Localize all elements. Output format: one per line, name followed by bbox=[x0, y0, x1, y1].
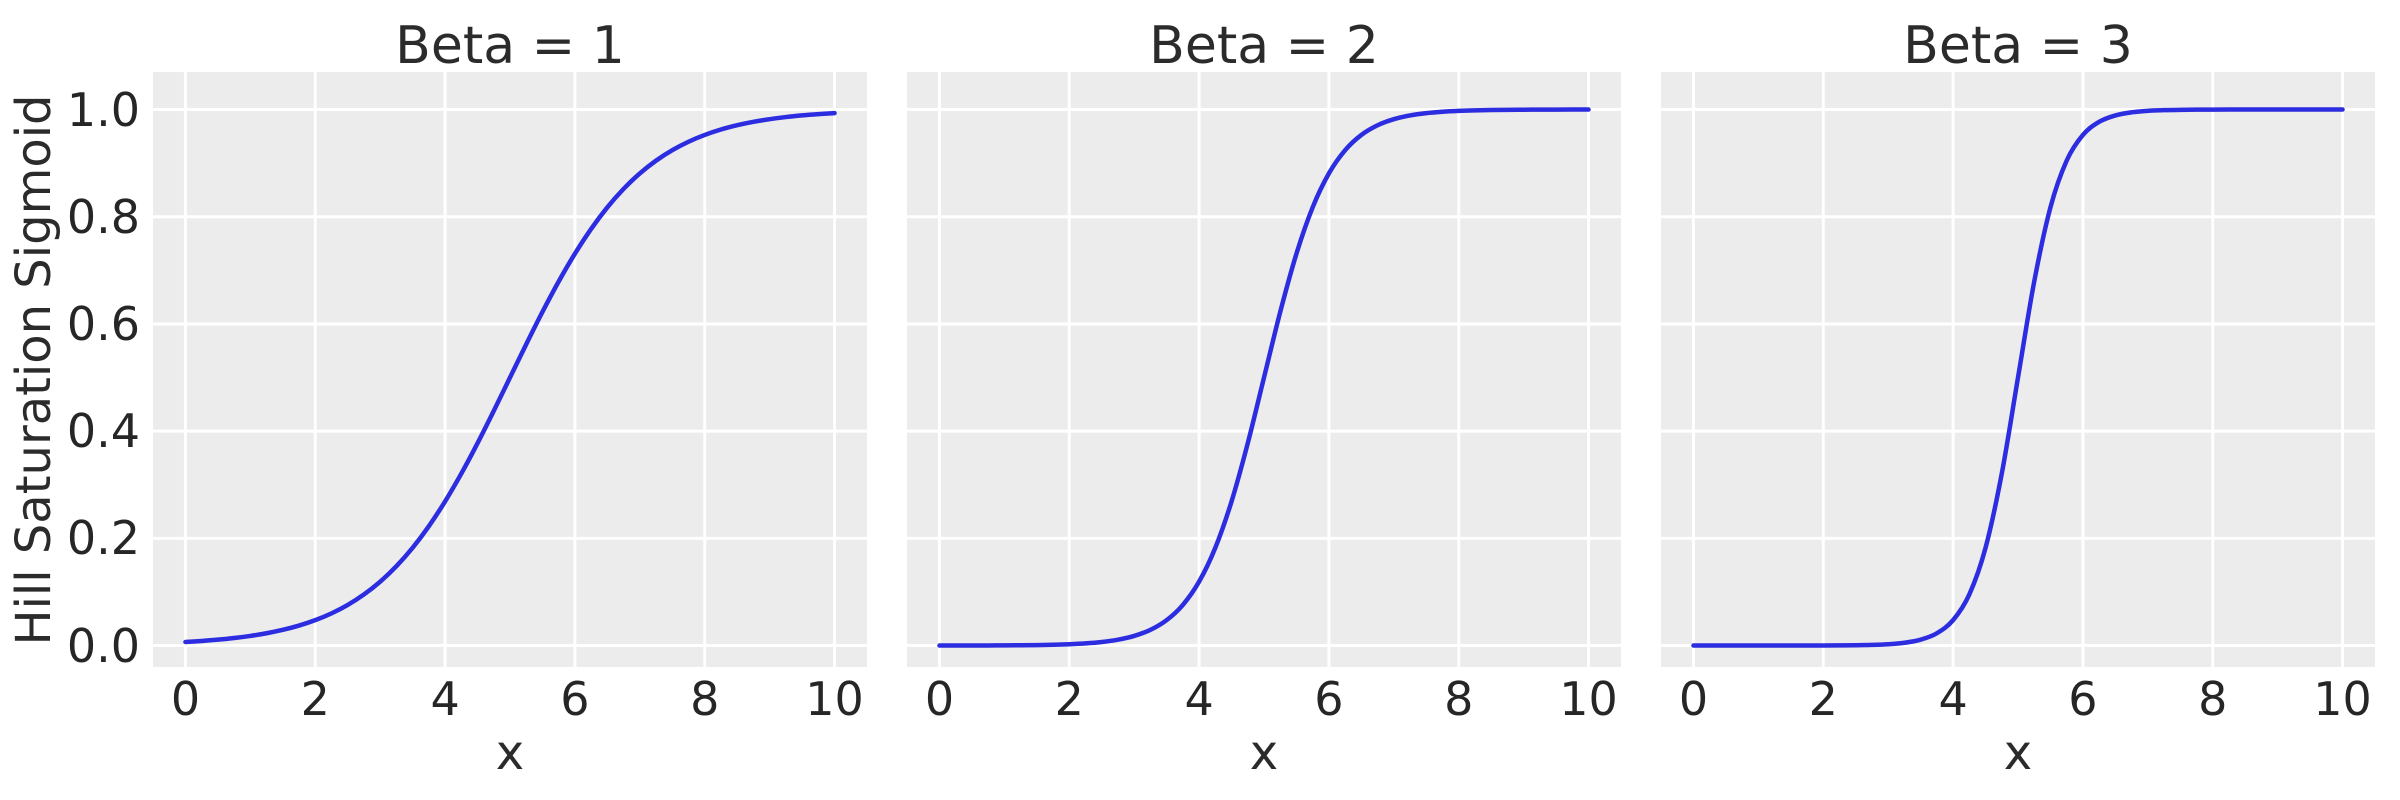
x-axis-label-3: x bbox=[2003, 725, 2033, 781]
y-tick-label: 0.2 bbox=[66, 511, 140, 566]
x-axis-label-1: x bbox=[495, 725, 525, 781]
x-tick-label: 10 bbox=[805, 672, 864, 726]
x-tick-label: 0 bbox=[1678, 672, 1709, 726]
subplot-2-title: Beta = 2 bbox=[1149, 16, 1379, 76]
x-tick-label: 4 bbox=[430, 672, 460, 726]
x-tick-label: 6 bbox=[1314, 672, 1344, 726]
plot-area-3 bbox=[1661, 72, 2375, 667]
x-tick-label: 10 bbox=[1559, 672, 1618, 726]
x-tick-labels-1: 0 2 4 6 8 10 bbox=[153, 675, 867, 723]
x-tick-label: 8 bbox=[690, 672, 720, 726]
sigmoid-curve bbox=[937, 107, 1591, 648]
subplot-1-title: Beta = 1 bbox=[395, 16, 625, 76]
plot-svg-3 bbox=[1661, 72, 2375, 667]
plot-svg-2 bbox=[907, 72, 1621, 667]
x-tick-labels-2: 0 2 4 6 8 10 bbox=[907, 675, 1621, 723]
plot-svg-1 bbox=[153, 72, 867, 667]
y-tick-label: 0.4 bbox=[66, 404, 140, 459]
x-axis-label-2: x bbox=[1249, 725, 1279, 781]
plot-area-2 bbox=[907, 72, 1621, 667]
x-tick-label: 2 bbox=[300, 672, 330, 726]
subplot-3-title: Beta = 3 bbox=[1903, 16, 2133, 76]
plot-area-1 bbox=[153, 72, 867, 667]
x-tick-label: 6 bbox=[560, 672, 590, 726]
y-tick-label: 0.0 bbox=[66, 618, 140, 673]
x-tick-label: 6 bbox=[2068, 672, 2098, 726]
x-tick-label: 2 bbox=[1808, 672, 1838, 726]
sigmoid-curve bbox=[183, 110, 837, 645]
x-tick-labels-3: 0 2 4 6 8 10 bbox=[1661, 675, 2375, 723]
sigmoid-curve bbox=[1691, 107, 2345, 648]
x-tick-label: 4 bbox=[1938, 672, 1968, 726]
x-tick-label: 8 bbox=[1444, 672, 1474, 726]
y-tick-label: 1.0 bbox=[66, 82, 140, 137]
x-tick-label: 2 bbox=[1054, 672, 1084, 726]
x-tick-label: 10 bbox=[2313, 672, 2372, 726]
y-tick-labels: 0.0 0.2 0.4 0.6 0.8 1.0 bbox=[0, 72, 140, 673]
x-tick-label: 0 bbox=[170, 672, 201, 726]
x-tick-label: 4 bbox=[1184, 672, 1214, 726]
y-tick-label: 0.8 bbox=[66, 189, 140, 244]
y-tick-label: 0.6 bbox=[66, 296, 140, 351]
x-tick-label: 0 bbox=[924, 672, 955, 726]
x-tick-label: 8 bbox=[2198, 672, 2228, 726]
